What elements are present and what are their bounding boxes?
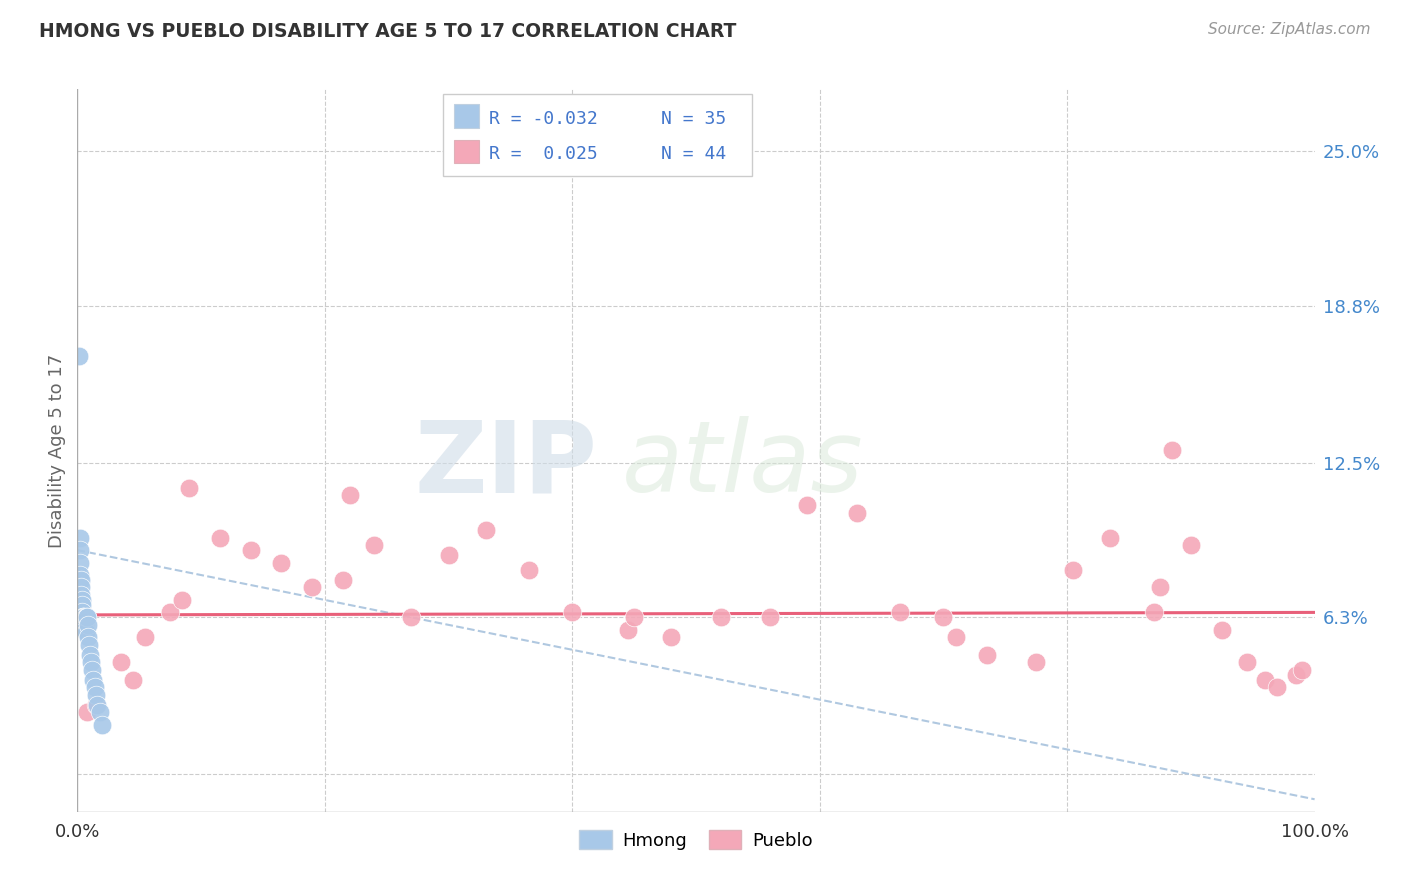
Point: [86, 698, 108, 712]
Text: Source: ZipAtlas.com: Source: ZipAtlas.com: [1208, 22, 1371, 37]
Point: [75, 610, 97, 624]
Point: [72, 610, 94, 624]
Point: [1267, 680, 1289, 694]
Point: [89, 705, 111, 719]
Text: N = 35: N = 35: [661, 110, 725, 128]
Point: [1236, 655, 1258, 669]
Point: [76, 610, 98, 624]
Point: [945, 630, 967, 644]
Point: [1062, 563, 1084, 577]
Point: [1161, 443, 1184, 458]
Point: [1211, 623, 1233, 637]
Text: N = 44: N = 44: [661, 145, 725, 163]
Point: [239, 543, 262, 558]
Text: atlas: atlas: [621, 417, 863, 514]
Point: [76, 610, 98, 624]
Text: ZIP: ZIP: [415, 417, 598, 514]
Y-axis label: Disability Age 5 to 17: Disability Age 5 to 17: [48, 353, 66, 548]
Point: [72, 610, 94, 624]
Point: [889, 606, 911, 620]
Point: [69, 531, 91, 545]
Point: [76, 618, 98, 632]
Point: [77, 638, 100, 652]
Text: R =  0.025: R = 0.025: [489, 145, 598, 163]
Point: [401, 610, 423, 624]
Point: [1285, 667, 1308, 681]
Point: [710, 610, 733, 624]
Point: [73, 618, 96, 632]
Point: [84, 688, 107, 702]
Point: [363, 538, 385, 552]
Point: [659, 630, 682, 644]
Point: [73, 615, 96, 630]
Point: [517, 563, 540, 577]
Point: [561, 606, 583, 620]
Point: [76, 705, 98, 719]
Point: [932, 610, 955, 624]
Point: [134, 630, 156, 644]
Point: [80, 655, 103, 669]
Point: [72, 606, 94, 620]
Point: [82, 673, 104, 687]
Point: [70, 598, 93, 612]
Text: HMONG VS PUEBLO DISABILITY AGE 5 TO 17 CORRELATION CHART: HMONG VS PUEBLO DISABILITY AGE 5 TO 17 C…: [39, 22, 737, 41]
Text: R = -0.032: R = -0.032: [489, 110, 598, 128]
Point: [159, 606, 181, 620]
Point: [69, 573, 91, 587]
Point: [70, 593, 93, 607]
Point: [474, 523, 496, 537]
Point: [301, 581, 323, 595]
Point: [69, 556, 91, 570]
Point: [1143, 606, 1166, 620]
Point: [110, 655, 132, 669]
Point: [79, 648, 101, 662]
Point: [77, 630, 100, 644]
Point: [976, 648, 998, 662]
Point: [83, 680, 105, 694]
Point: [72, 610, 94, 624]
Point: [75, 625, 97, 640]
Point: [1291, 663, 1313, 677]
Point: [332, 573, 354, 587]
Point: [70, 581, 93, 595]
Point: [69, 543, 91, 558]
Point: [84, 698, 107, 712]
Point: [845, 506, 868, 520]
Point: [270, 556, 292, 570]
Point: [172, 593, 194, 607]
Point: [617, 623, 640, 637]
Point: [1180, 538, 1202, 552]
Point: [208, 531, 231, 545]
Point: [177, 481, 200, 495]
Point: [339, 488, 361, 502]
Point: [91, 717, 114, 731]
Point: [72, 610, 94, 624]
Point: [75, 623, 97, 637]
Legend: Hmong, Pueblo: Hmong, Pueblo: [572, 823, 820, 857]
Point: [437, 548, 460, 562]
Point: [1099, 531, 1122, 545]
Point: [82, 663, 104, 677]
Point: [67, 349, 90, 363]
Point: [1025, 655, 1047, 669]
Point: [623, 610, 645, 624]
Point: [1149, 581, 1171, 595]
Point: [759, 610, 782, 624]
Point: [69, 568, 91, 582]
Point: [73, 618, 96, 632]
Point: [796, 498, 818, 512]
Point: [70, 588, 93, 602]
Point: [122, 673, 145, 687]
Point: [1254, 673, 1277, 687]
